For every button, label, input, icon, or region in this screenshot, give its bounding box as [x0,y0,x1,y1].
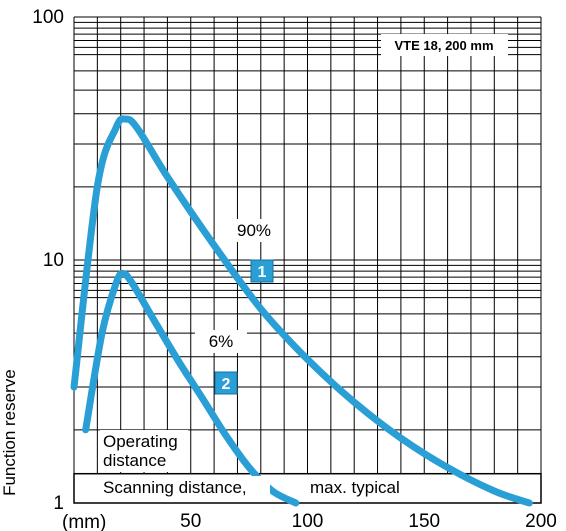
series-number-box [214,371,238,395]
x-tick-label: 200 [525,511,557,531]
series-badge-2: 6% 2 [195,330,247,395]
percent-background [195,330,247,353]
x-tick-label: 100 [292,511,324,531]
operating-distance-label: distance [103,451,166,470]
series-percent-label: 6% [209,332,234,351]
chart-title-box: VTE 18, 200 mm [381,34,508,56]
max-typical-label: max. typical [310,478,400,497]
y-tick-label: 10 [43,250,64,271]
title-background [381,34,508,56]
chart-labels: 1 10 100 50 100 150 200 (mm) Function reserve VTE… [0,7,557,531]
series-line-1 [70,115,533,507]
series-layer [70,115,533,507]
scanning-distance-annotation: Scanning distance, max. typical [100,476,414,498]
x-tick-label: 50 [180,511,201,531]
y-tick-label: 1 [53,493,64,514]
series-line-2 [82,270,300,507]
series-badge-1: 90% 1 [228,219,280,283]
x-axis-label: (mm) [62,512,106,531]
chart-title: VTE 18, 200 mm [395,38,494,53]
operating-distance-label: Operating [103,432,178,451]
series-percent-label: 90% [237,221,271,240]
operating-distance-background [100,430,188,472]
percent-background [228,219,280,242]
series-number-box [250,259,274,283]
x-tick-label: 150 [408,511,440,531]
series-number-label: 2 [222,376,231,393]
series-number-label: 1 [258,264,267,281]
scanning-distance-label: Scanning distance, [103,478,247,497]
scanning-distance-background [100,476,270,498]
max-typical-background [306,476,414,498]
y-tick-label: 100 [32,7,64,28]
y-axis-label: Function reserve [0,369,19,496]
